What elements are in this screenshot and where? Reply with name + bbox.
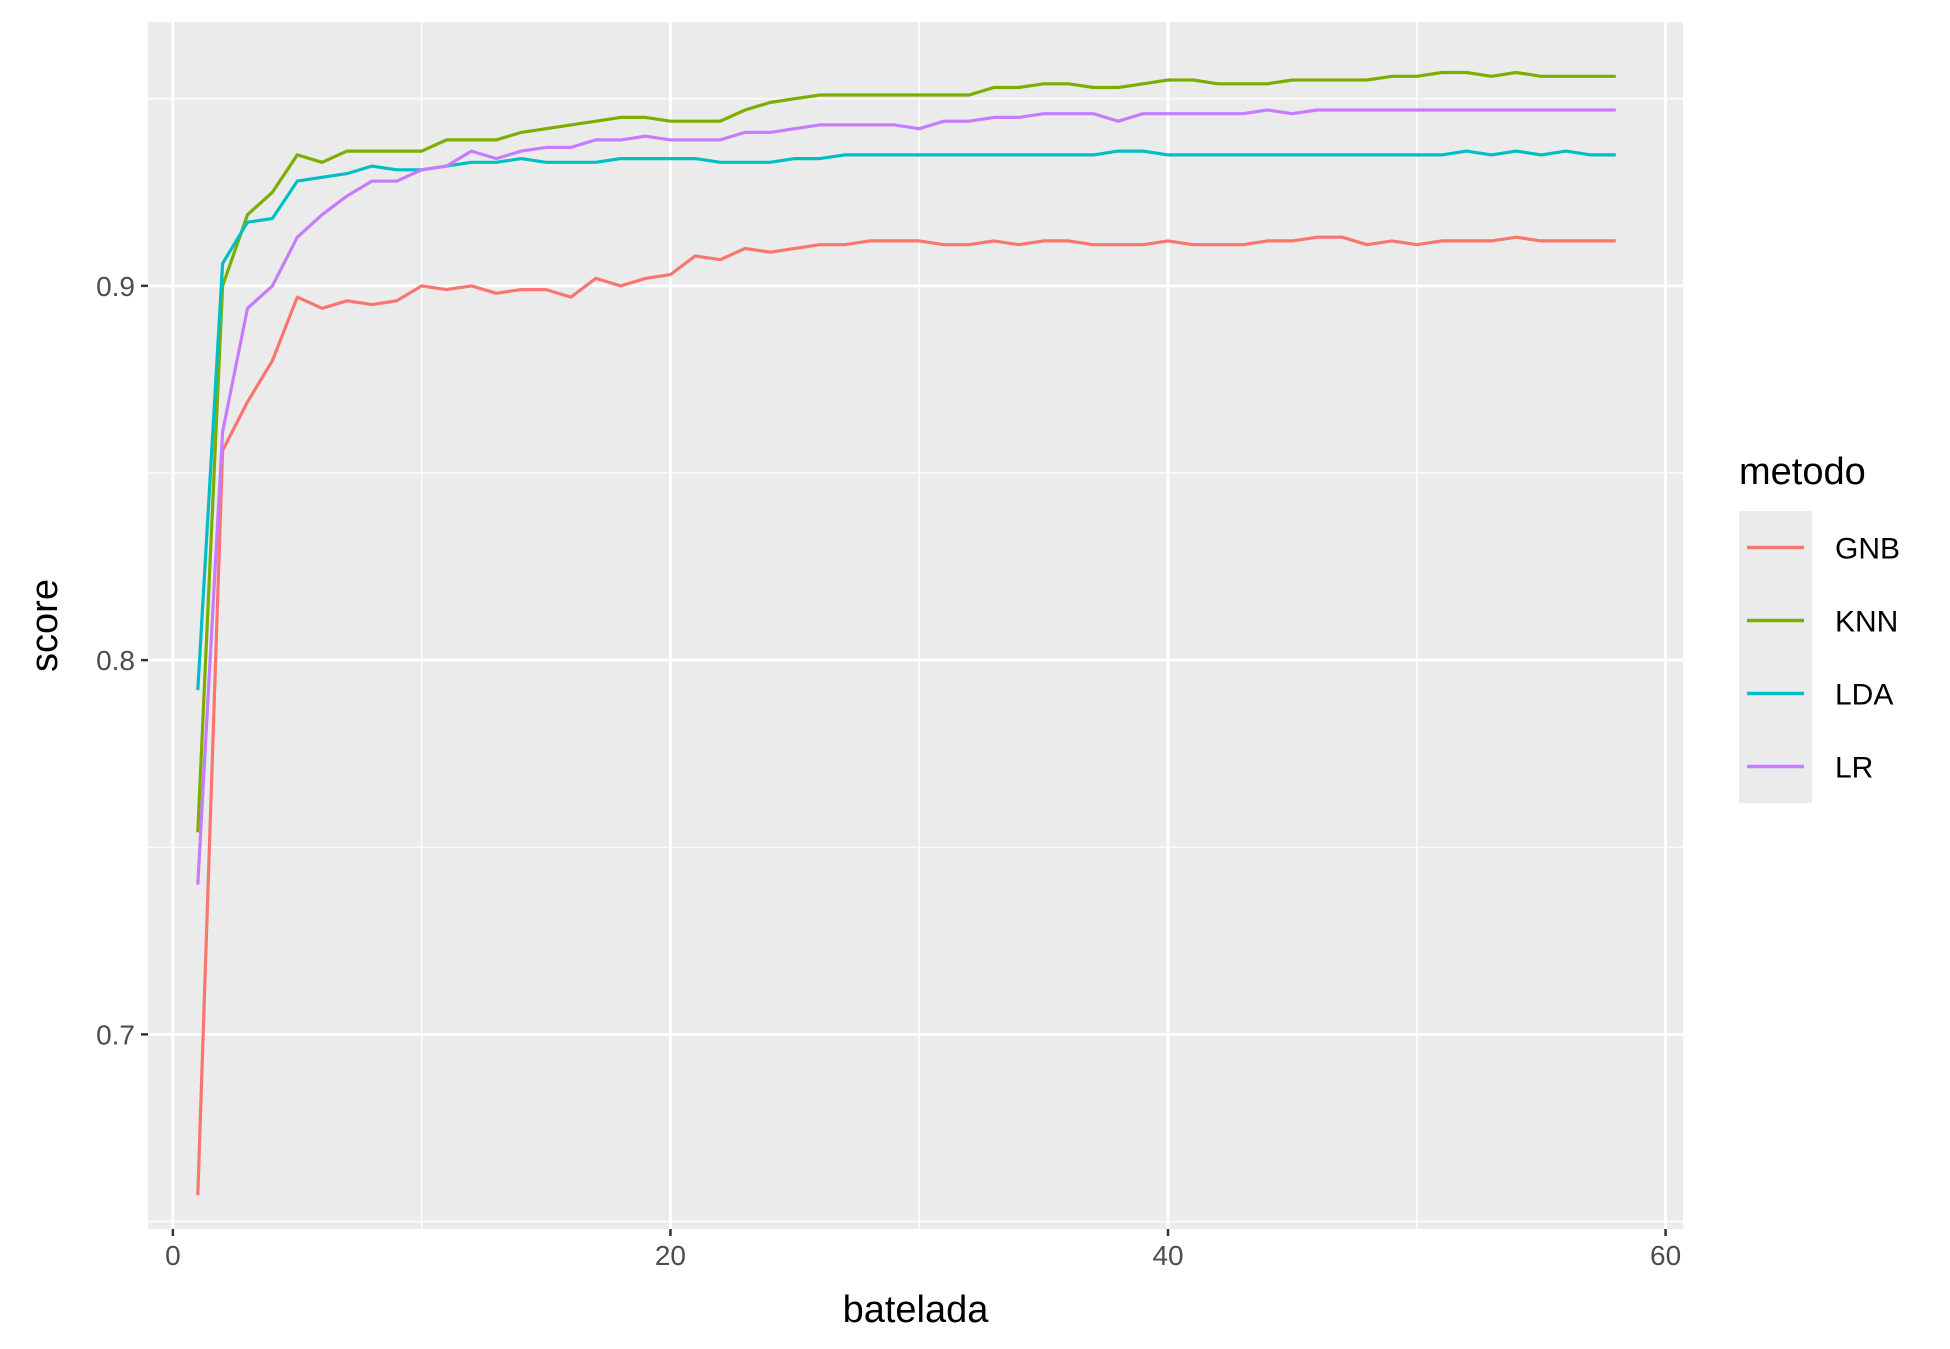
x-tick-label: 40 [1152,1240,1183,1271]
legend-label-lda: LDA [1835,679,1893,712]
y-tick-label: 0.7 [96,1019,135,1050]
x-tick-label: 20 [655,1240,686,1271]
major-gridlines [148,22,1683,1229]
y-tick-label: 0.8 [96,645,135,676]
legend: metodo GNB KNN LDA LR [1739,451,1900,803]
legend-label-lr: LR [1835,752,1873,785]
minor-gridlines [148,22,1683,1229]
y-axis: 0.7 0.8 0.9 [96,271,148,1050]
legend-key-background [1739,511,1812,803]
legend-items: GNB KNN LDA LR [1747,533,1900,785]
y-axis-title: score [24,579,66,672]
legend-label-gnb: GNB [1835,533,1900,566]
legend-title: metodo [1739,451,1866,493]
series-lines [196,70,1616,1196]
x-tick-label: 0 [165,1240,181,1271]
x-axis: 0 20 40 60 [165,1229,1681,1271]
series-line-lr [196,108,1616,885]
legend-label-knn: KNN [1835,606,1898,639]
x-tick-label: 60 [1650,1240,1681,1271]
plot-panel [148,22,1683,1229]
x-axis-title: batelada [843,1289,990,1331]
series-line-knn [196,70,1616,833]
y-tick-label: 0.9 [96,271,135,302]
series-line-gnb [196,235,1616,1196]
